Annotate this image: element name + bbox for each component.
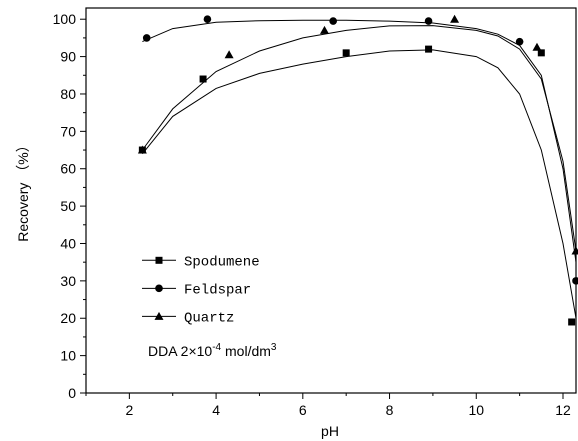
y-tick-label: 20 [60, 310, 76, 326]
legend-label-feldspar: Feldspar [184, 282, 251, 298]
feldspar-point [203, 15, 212, 24]
quartz-point [319, 25, 329, 34]
x-tick-label: 6 [299, 402, 307, 418]
plot-frame [85, 7, 577, 394]
x-tick-label: 4 [212, 402, 220, 418]
feldspar-point [515, 37, 524, 46]
fit-curve-spodumene [142, 49, 576, 319]
y-axis: 0 10 20 30 40 50 60 70 80 90 100 [53, 11, 86, 401]
x-tick-label: 8 [386, 402, 394, 418]
y-tick-label: 100 [53, 11, 77, 27]
x-tick-label: 10 [468, 402, 484, 418]
fit-curve-quartz [141, 25, 576, 252]
y-tick-label: 40 [60, 235, 76, 251]
y-axis-label: Recovery （%） [15, 138, 31, 241]
y-tick-label: 90 [60, 49, 76, 65]
quartz-point [532, 42, 542, 51]
legend: Spodumene Feldspar Quartz [142, 254, 260, 326]
quartz-point [224, 50, 234, 59]
spodumene-point [425, 45, 433, 53]
x-axis-label: pH [321, 423, 339, 439]
y-tick-label: 30 [60, 273, 76, 289]
y-tick-label: 0 [68, 385, 76, 401]
y-tick-label: 50 [60, 198, 76, 214]
spodumene-point [537, 49, 545, 57]
x-tick-label: 12 [555, 402, 571, 418]
y-tick-label: 70 [60, 123, 76, 139]
legend-marker-spodumene [155, 256, 163, 264]
fit-curves [141, 19, 576, 319]
quartz-point [450, 14, 460, 23]
data-markers [137, 14, 578, 326]
fit-curve-feldspar [142, 19, 576, 263]
x-tick-label: 2 [125, 402, 133, 418]
legend-marker-quartz [154, 311, 164, 320]
feldspar-point [424, 17, 433, 25]
legend-label-spodumene: Spodumene [184, 254, 260, 270]
quartz-point [137, 145, 147, 154]
plot-border [85, 7, 577, 394]
x-axis: 2 4 6 8 10 12 [85, 393, 571, 418]
feldspar-point [572, 277, 578, 285]
feldspar-point [142, 34, 151, 42]
y-tick-label: 80 [60, 86, 76, 102]
y-tick-label: 10 [60, 348, 76, 364]
y-tick-label: 60 [60, 161, 76, 177]
spodumene-point [199, 75, 207, 83]
spodumene-point [342, 49, 350, 57]
feldspar-point [329, 17, 337, 25]
spodumene-point [568, 318, 576, 326]
legend-label-quartz: Quartz [184, 310, 234, 326]
quartz-point [571, 246, 578, 255]
legend-marker-feldspar [155, 284, 163, 293]
dda-annotation: DDA 2×10-4 mol/dm3 [148, 342, 277, 359]
